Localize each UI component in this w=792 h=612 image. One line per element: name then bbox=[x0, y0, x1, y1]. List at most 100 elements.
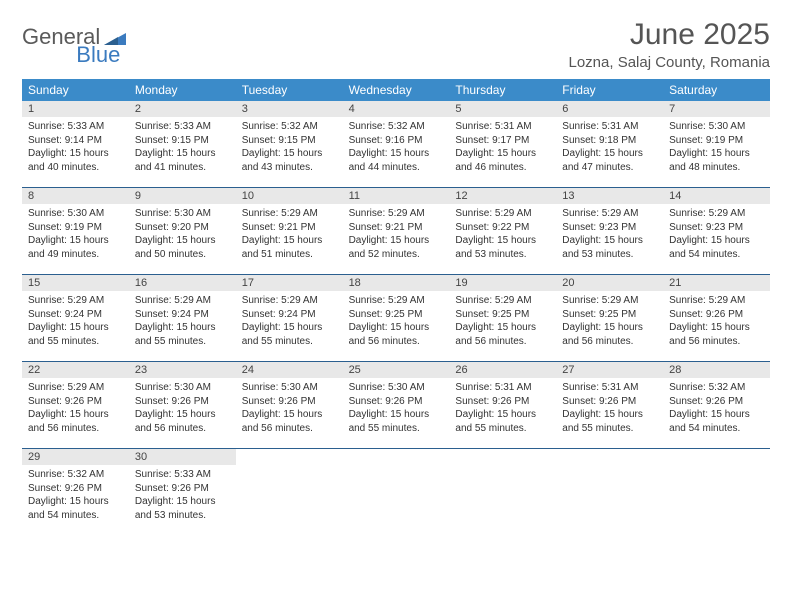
daylight-text: Daylight: 15 hours and 55 minutes. bbox=[455, 408, 550, 435]
day-cell: 14Sunrise: 5:29 AMSunset: 9:23 PMDayligh… bbox=[663, 188, 770, 274]
sunrise-text: Sunrise: 5:30 AM bbox=[669, 120, 764, 134]
day-cell: 7Sunrise: 5:30 AMSunset: 9:19 PMDaylight… bbox=[663, 101, 770, 187]
day-body: Sunrise: 5:31 AMSunset: 9:17 PMDaylight:… bbox=[449, 117, 556, 178]
sunset-text: Sunset: 9:19 PM bbox=[28, 221, 123, 235]
sunrise-text: Sunrise: 5:30 AM bbox=[135, 381, 230, 395]
day-body: Sunrise: 5:29 AMSunset: 9:21 PMDaylight:… bbox=[236, 204, 343, 265]
day-body: Sunrise: 5:33 AMSunset: 9:14 PMDaylight:… bbox=[22, 117, 129, 178]
daylight-text: Daylight: 15 hours and 47 minutes. bbox=[562, 147, 657, 174]
day-body: Sunrise: 5:32 AMSunset: 9:16 PMDaylight:… bbox=[343, 117, 450, 178]
daylight-text: Daylight: 15 hours and 48 minutes. bbox=[669, 147, 764, 174]
daylight-text: Daylight: 15 hours and 46 minutes. bbox=[455, 147, 550, 174]
day-body: Sunrise: 5:32 AMSunset: 9:26 PMDaylight:… bbox=[22, 465, 129, 526]
day-cell bbox=[343, 449, 450, 535]
sunrise-text: Sunrise: 5:29 AM bbox=[349, 294, 444, 308]
day-cell: 20Sunrise: 5:29 AMSunset: 9:25 PMDayligh… bbox=[556, 275, 663, 361]
day-number: 16 bbox=[129, 275, 236, 291]
day-number: 2 bbox=[129, 101, 236, 117]
day-body: Sunrise: 5:33 AMSunset: 9:15 PMDaylight:… bbox=[129, 117, 236, 178]
day-cell: 16Sunrise: 5:29 AMSunset: 9:24 PMDayligh… bbox=[129, 275, 236, 361]
day-cell bbox=[449, 449, 556, 535]
sunset-text: Sunset: 9:23 PM bbox=[669, 221, 764, 235]
header: General Blue June 2025 Lozna, Salaj Coun… bbox=[22, 18, 770, 71]
week-row: 22Sunrise: 5:29 AMSunset: 9:26 PMDayligh… bbox=[22, 362, 770, 449]
day-body: Sunrise: 5:29 AMSunset: 9:24 PMDaylight:… bbox=[129, 291, 236, 352]
day-number: 3 bbox=[236, 101, 343, 117]
sunrise-text: Sunrise: 5:31 AM bbox=[562, 381, 657, 395]
day-cell bbox=[556, 449, 663, 535]
dow-cell: Friday bbox=[556, 79, 663, 101]
sunset-text: Sunset: 9:24 PM bbox=[135, 308, 230, 322]
daylight-text: Daylight: 15 hours and 55 minutes. bbox=[28, 321, 123, 348]
day-body: Sunrise: 5:29 AMSunset: 9:24 PMDaylight:… bbox=[236, 291, 343, 352]
day-cell: 6Sunrise: 5:31 AMSunset: 9:18 PMDaylight… bbox=[556, 101, 663, 187]
day-cell: 11Sunrise: 5:29 AMSunset: 9:21 PMDayligh… bbox=[343, 188, 450, 274]
day-number: 11 bbox=[343, 188, 450, 204]
day-body: Sunrise: 5:30 AMSunset: 9:26 PMDaylight:… bbox=[236, 378, 343, 439]
sunrise-text: Sunrise: 5:29 AM bbox=[455, 294, 550, 308]
sunrise-text: Sunrise: 5:29 AM bbox=[669, 294, 764, 308]
daylight-text: Daylight: 15 hours and 54 minutes. bbox=[28, 495, 123, 522]
day-number: 17 bbox=[236, 275, 343, 291]
day-number: 27 bbox=[556, 362, 663, 378]
day-cell: 19Sunrise: 5:29 AMSunset: 9:25 PMDayligh… bbox=[449, 275, 556, 361]
sunrise-text: Sunrise: 5:29 AM bbox=[669, 207, 764, 221]
sunset-text: Sunset: 9:15 PM bbox=[135, 134, 230, 148]
calendar: SundayMondayTuesdayWednesdayThursdayFrid… bbox=[22, 79, 770, 535]
daylight-text: Daylight: 15 hours and 53 minutes. bbox=[135, 495, 230, 522]
dow-cell: Monday bbox=[129, 79, 236, 101]
day-body: Sunrise: 5:29 AMSunset: 9:25 PMDaylight:… bbox=[449, 291, 556, 352]
day-number: 15 bbox=[22, 275, 129, 291]
daylight-text: Daylight: 15 hours and 44 minutes. bbox=[349, 147, 444, 174]
day-body: Sunrise: 5:29 AMSunset: 9:21 PMDaylight:… bbox=[343, 204, 450, 265]
location-text: Lozna, Salaj County, Romania bbox=[568, 54, 770, 71]
day-body: Sunrise: 5:29 AMSunset: 9:22 PMDaylight:… bbox=[449, 204, 556, 265]
day-cell: 15Sunrise: 5:29 AMSunset: 9:24 PMDayligh… bbox=[22, 275, 129, 361]
day-body: Sunrise: 5:29 AMSunset: 9:24 PMDaylight:… bbox=[22, 291, 129, 352]
sunrise-text: Sunrise: 5:33 AM bbox=[28, 120, 123, 134]
sunrise-text: Sunrise: 5:30 AM bbox=[349, 381, 444, 395]
sunset-text: Sunset: 9:26 PM bbox=[28, 395, 123, 409]
day-body: Sunrise: 5:30 AMSunset: 9:19 PMDaylight:… bbox=[663, 117, 770, 178]
day-number: 6 bbox=[556, 101, 663, 117]
daylight-text: Daylight: 15 hours and 54 minutes. bbox=[669, 234, 764, 261]
sunrise-text: Sunrise: 5:29 AM bbox=[562, 207, 657, 221]
daylight-text: Daylight: 15 hours and 56 minutes. bbox=[135, 408, 230, 435]
day-cell: 23Sunrise: 5:30 AMSunset: 9:26 PMDayligh… bbox=[129, 362, 236, 448]
day-number: 23 bbox=[129, 362, 236, 378]
sunset-text: Sunset: 9:17 PM bbox=[455, 134, 550, 148]
day-body: Sunrise: 5:30 AMSunset: 9:19 PMDaylight:… bbox=[22, 204, 129, 265]
sunset-text: Sunset: 9:18 PM bbox=[562, 134, 657, 148]
daylight-text: Daylight: 15 hours and 51 minutes. bbox=[242, 234, 337, 261]
day-cell: 5Sunrise: 5:31 AMSunset: 9:17 PMDaylight… bbox=[449, 101, 556, 187]
sunset-text: Sunset: 9:14 PM bbox=[28, 134, 123, 148]
day-cell: 21Sunrise: 5:29 AMSunset: 9:26 PMDayligh… bbox=[663, 275, 770, 361]
day-number: 18 bbox=[343, 275, 450, 291]
daylight-text: Daylight: 15 hours and 56 minutes. bbox=[669, 321, 764, 348]
sunrise-text: Sunrise: 5:29 AM bbox=[242, 207, 337, 221]
daylight-text: Daylight: 15 hours and 56 minutes. bbox=[349, 321, 444, 348]
day-cell bbox=[663, 449, 770, 535]
sunset-text: Sunset: 9:19 PM bbox=[669, 134, 764, 148]
day-number: 12 bbox=[449, 188, 556, 204]
day-number: 24 bbox=[236, 362, 343, 378]
day-body: Sunrise: 5:29 AMSunset: 9:23 PMDaylight:… bbox=[556, 204, 663, 265]
dow-cell: Wednesday bbox=[343, 79, 450, 101]
dow-cell: Sunday bbox=[22, 79, 129, 101]
day-cell: 9Sunrise: 5:30 AMSunset: 9:20 PMDaylight… bbox=[129, 188, 236, 274]
sunrise-text: Sunrise: 5:29 AM bbox=[242, 294, 337, 308]
day-number: 13 bbox=[556, 188, 663, 204]
daylight-text: Daylight: 15 hours and 52 minutes. bbox=[349, 234, 444, 261]
daylight-text: Daylight: 15 hours and 55 minutes. bbox=[562, 408, 657, 435]
sunrise-text: Sunrise: 5:29 AM bbox=[349, 207, 444, 221]
sunrise-text: Sunrise: 5:31 AM bbox=[455, 381, 550, 395]
daylight-text: Daylight: 15 hours and 55 minutes. bbox=[242, 321, 337, 348]
day-cell: 12Sunrise: 5:29 AMSunset: 9:22 PMDayligh… bbox=[449, 188, 556, 274]
dow-cell: Saturday bbox=[663, 79, 770, 101]
daylight-text: Daylight: 15 hours and 50 minutes. bbox=[135, 234, 230, 261]
sunrise-text: Sunrise: 5:29 AM bbox=[28, 381, 123, 395]
sunset-text: Sunset: 9:21 PM bbox=[349, 221, 444, 235]
daylight-text: Daylight: 15 hours and 40 minutes. bbox=[28, 147, 123, 174]
day-number: 5 bbox=[449, 101, 556, 117]
sunset-text: Sunset: 9:25 PM bbox=[455, 308, 550, 322]
